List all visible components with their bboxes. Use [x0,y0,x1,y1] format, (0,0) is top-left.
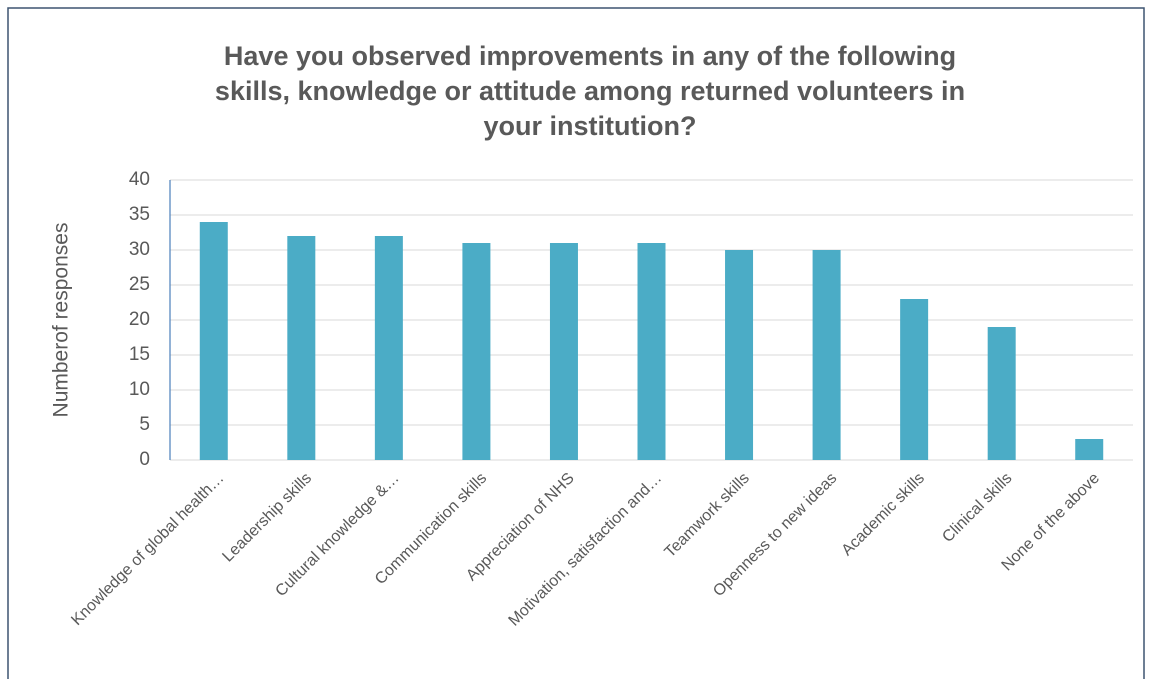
bar [549,243,578,460]
bar [1075,439,1104,460]
y-tick-label: 40 [129,169,150,190]
y-tick-label: 35 [129,204,150,225]
chart-title: your institution? [484,111,697,141]
bar [987,327,1016,460]
bar [725,250,754,460]
bar [637,243,666,460]
y-tick-label: 30 [129,239,150,260]
bar [199,222,228,460]
y-tick-label: 10 [129,379,150,400]
y-tick-label: 20 [129,309,150,330]
bar [812,250,841,460]
y-axis-label: Numberof responses [50,223,73,418]
chart-title: Have you observed improvements in any of… [224,41,956,71]
y-tick-label: 5 [139,414,150,435]
bar [287,236,316,460]
bar [462,243,491,460]
y-tick-label: 0 [139,449,150,470]
y-tick-label: 15 [129,344,150,365]
bar [900,299,929,460]
bar [374,236,403,460]
chart-title: skills, knowledge or attitude among retu… [215,76,965,106]
y-tick-label: 25 [129,274,150,295]
